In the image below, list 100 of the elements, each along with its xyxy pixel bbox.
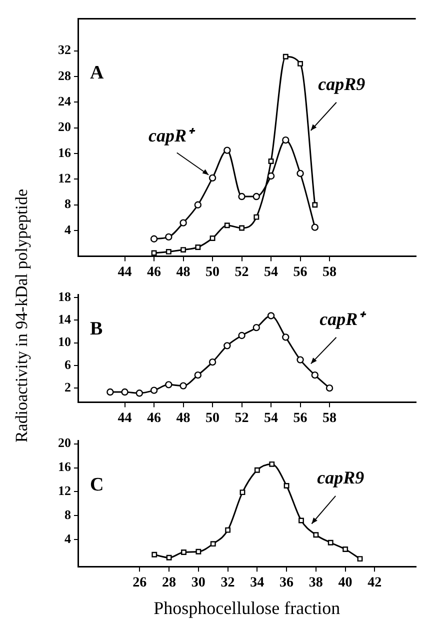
point [195, 244, 201, 250]
point [208, 174, 216, 182]
x-axis-title: Phosphocellulose fraction [154, 598, 340, 618]
point [296, 356, 304, 364]
y-tick-label: 32 [58, 42, 71, 58]
point [165, 233, 172, 241]
point [269, 461, 275, 467]
series-label: capR9 [318, 74, 366, 94]
point [166, 554, 172, 560]
y-tick-label: 8 [64, 196, 72, 212]
point [180, 247, 186, 253]
point [151, 250, 157, 256]
point [254, 467, 260, 473]
x-tick-label: 50 [206, 411, 220, 426]
point [282, 136, 290, 144]
point [208, 358, 216, 366]
series-label: capR9 [317, 467, 364, 488]
point [210, 541, 216, 547]
y-tick-label: 16 [58, 459, 72, 474]
point [252, 324, 260, 332]
point [268, 158, 274, 164]
y-tick-label: 6 [64, 356, 72, 372]
x-tick-label: 40 [338, 576, 352, 591]
point [196, 548, 202, 554]
point [326, 384, 334, 392]
y-tick-label: 20 [58, 435, 71, 450]
x-tick-label: 34 [250, 576, 264, 591]
y-tick-label: 28 [58, 68, 72, 83]
x-tick-label: 36 [280, 576, 294, 591]
point [165, 381, 172, 388]
point [284, 483, 290, 488]
point [194, 371, 202, 379]
annotation: B [90, 318, 103, 340]
point [267, 172, 275, 180]
y-tick-label: 12 [58, 170, 71, 186]
point [298, 518, 304, 524]
x-tick-label: 50 [206, 265, 220, 280]
x-tick-label: 54 [264, 265, 278, 280]
point [239, 225, 245, 231]
x-tick-label: 44 [118, 411, 132, 426]
y-tick-label: 10 [58, 334, 71, 350]
x-tick-label: 58 [322, 265, 337, 280]
y-tick-label: 8 [64, 507, 72, 522]
point [282, 334, 290, 341]
y-tick-label: 4 [64, 531, 72, 546]
point [224, 222, 230, 228]
point [225, 527, 231, 533]
point [150, 235, 158, 242]
point [152, 552, 158, 558]
point [224, 146, 231, 154]
x-tick-label: 48 [176, 411, 190, 426]
x-tick-label: 46 [147, 265, 162, 280]
point [240, 490, 246, 496]
y-tick-label: 12 [58, 483, 71, 498]
point [311, 224, 318, 231]
x-tick-label: 56 [293, 265, 308, 280]
point [238, 192, 246, 200]
point [357, 556, 363, 562]
point [267, 312, 275, 320]
point [342, 546, 348, 552]
point [296, 170, 304, 178]
x-tick-label: 56 [293, 411, 308, 426]
x-tick-label: 52 [234, 411, 249, 426]
x-tick-label: 38 [308, 576, 323, 591]
point [313, 532, 319, 538]
x-tick-label: 32 [220, 576, 235, 591]
annotation: A [90, 62, 104, 84]
point [254, 214, 260, 220]
point [312, 202, 318, 208]
x-tick-label: 30 [191, 576, 206, 591]
y-tick-label: 4 [64, 222, 72, 237]
point [282, 54, 288, 60]
point [252, 192, 260, 200]
y-tick-label: 14 [58, 312, 72, 327]
point [210, 236, 216, 241]
point [136, 390, 144, 397]
point [121, 388, 128, 396]
series-label: capR⁺ [320, 309, 367, 330]
point [181, 550, 186, 555]
point [180, 382, 187, 390]
y-tick-label: 20 [58, 119, 71, 134]
point [238, 332, 246, 340]
point [180, 219, 187, 226]
x-tick-label: 48 [176, 265, 190, 280]
x-tick-label: 52 [234, 265, 249, 280]
point [150, 386, 158, 394]
y-tick-label: 2 [64, 379, 71, 394]
point [298, 60, 303, 66]
series-label: capR⁺ [148, 126, 196, 146]
y-axis-title: Radioactivity in 94-kDal polypeptide [12, 189, 32, 443]
point [166, 248, 172, 254]
y-tick-label: 18 [58, 288, 72, 304]
point [328, 540, 334, 546]
y-tick-label: 16 [58, 144, 72, 160]
x-tick-label: 54 [264, 411, 278, 426]
point [106, 388, 114, 396]
point [224, 342, 231, 350]
point [311, 371, 318, 379]
x-tick-label: 58 [322, 411, 337, 426]
annotation: C [90, 474, 104, 496]
